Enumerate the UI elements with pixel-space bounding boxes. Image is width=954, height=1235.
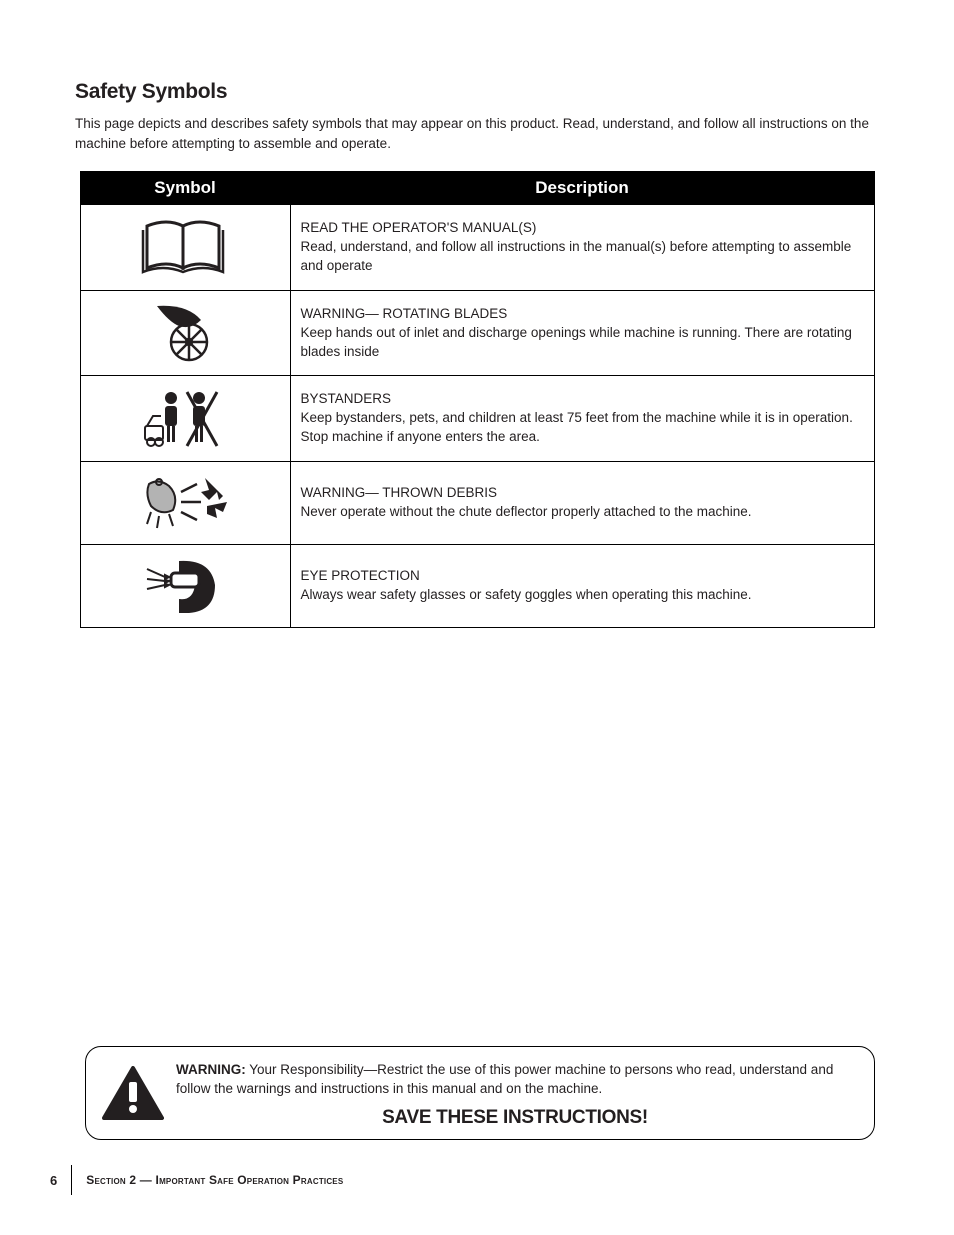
desc-cell: BYSTANDERS Keep bystanders, pets, and ch… (290, 376, 874, 462)
page-footer: 6 Section 2 — Important Safe Operation P… (50, 1165, 343, 1195)
warning-text: WARNING: Your Responsibility—Restrict th… (176, 1061, 854, 1099)
desc-body: Always wear safety glasses or safety gog… (301, 587, 752, 602)
warning-label: WARNING: (176, 1062, 246, 1077)
desc-cell: EYE PROTECTION Always wear safety glasse… (290, 545, 874, 628)
bystanders-icon (139, 388, 231, 450)
table-row: WARNING— THROWN DEBRIS Never operate wit… (80, 462, 874, 545)
table-row: WARNING— ROTATING BLADES Keep hands out … (80, 290, 874, 376)
read-manual-icon (139, 216, 231, 278)
section-label: Section 2 — Important Safe Operation Pra… (86, 1173, 343, 1187)
col-header-symbol: Symbol (80, 172, 290, 205)
warning-body: Your Responsibility—Restrict the use of … (176, 1062, 833, 1096)
table-row: READ THE OPERATOR'S MANUAL(S) Read, unde… (80, 205, 874, 291)
desc-body: Read, understand, and follow all instruc… (301, 239, 852, 273)
desc-body: Never operate without the chute deflecto… (301, 504, 752, 519)
desc-body: Keep hands out of inlet and discharge op… (301, 325, 852, 359)
desc-title: EYE PROTECTION (301, 567, 864, 586)
page-heading: Safety Symbols (75, 80, 879, 104)
desc-body: Keep bystanders, pets, and children at l… (301, 410, 853, 444)
thrown-debris-icon (139, 472, 231, 534)
rotating-blades-icon (139, 302, 231, 364)
save-instructions-heading: SAVE THESE INSTRUCTIONS! (176, 1107, 854, 1129)
table-row: EYE PROTECTION Always wear safety glasse… (80, 545, 874, 628)
desc-cell: WARNING— ROTATING BLADES Keep hands out … (290, 290, 874, 376)
footer-divider (71, 1165, 72, 1195)
desc-title: WARNING— THROWN DEBRIS (301, 484, 864, 503)
warning-callout: WARNING: Your Responsibility—Restrict th… (85, 1046, 875, 1140)
desc-title: BYSTANDERS (301, 390, 864, 409)
eye-protection-icon (139, 555, 231, 617)
table-row: BYSTANDERS Keep bystanders, pets, and ch… (80, 376, 874, 462)
intro-paragraph: This page depicts and describes safety s… (75, 114, 879, 153)
desc-cell: WARNING— THROWN DEBRIS Never operate wit… (290, 462, 874, 545)
desc-title: WARNING— ROTATING BLADES (301, 305, 864, 324)
col-header-description: Description (290, 172, 874, 205)
safety-symbols-table: Symbol Description READ THE OPERATOR'S M… (80, 171, 875, 628)
desc-cell: READ THE OPERATOR'S MANUAL(S) Read, unde… (290, 205, 874, 291)
page-number: 6 (50, 1173, 71, 1188)
warning-triangle-icon (102, 1066, 164, 1120)
desc-title: READ THE OPERATOR'S MANUAL(S) (301, 219, 864, 238)
